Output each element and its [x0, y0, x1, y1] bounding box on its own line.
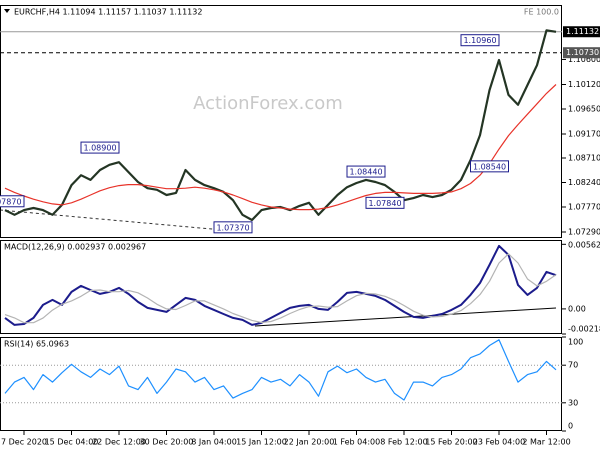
y-tick-label: 100 [568, 338, 583, 347]
x-tick-label: 7 Dec 2020 [1, 438, 47, 447]
note: FE 100.0 [524, 8, 559, 17]
x-tick-label: 15 Feb 20:00 [425, 438, 477, 447]
y-tick-label: 1.08240 [568, 178, 600, 187]
annotation-box [80, 141, 120, 154]
y-tick-label: 1.07770 [568, 202, 600, 211]
panel-frame [0, 5, 562, 238]
annotation-box [470, 160, 509, 173]
y-tick-label: 1.10600 [568, 55, 600, 64]
y-tick-label: 1.09650 [568, 104, 600, 113]
y-tick-label: 0.00 [568, 304, 586, 313]
y-tick-label: 1.08710 [568, 153, 600, 162]
panel-frame [0, 240, 562, 334]
series-line [4, 29, 557, 222]
x-tick-label: 30 Dec 20:00 [140, 438, 194, 447]
annotation-box [365, 196, 405, 209]
panel-frame [0, 337, 562, 431]
y-tick-label: 0.005625 [568, 241, 600, 250]
y-tick-label: 1.09170 [568, 130, 600, 139]
annotation-label: 1.07840 [368, 199, 401, 208]
x-tick-label: 8 Feb 12:00 [380, 438, 427, 447]
y-tick-label: -0.002185 [568, 325, 600, 334]
trend-line [0, 209, 246, 233]
series-line [4, 84, 557, 211]
x-tick-label: 1 Feb 04:00 [333, 438, 380, 447]
y-tick-label: 70 [568, 361, 578, 370]
level-label: 1.11132 [566, 27, 599, 36]
series-line [4, 339, 557, 401]
annotation-label: 1.08540 [473, 162, 506, 171]
series-line [4, 253, 557, 324]
y-tick-label: 0 [568, 422, 573, 431]
annotation-box [460, 34, 500, 47]
annotation-label: 1.08900 [83, 144, 116, 153]
x-tick-label: 2 Mar 12:00 [522, 438, 570, 447]
panel-title: EURCHF,H4 1.11094 1.11157 1.11037 1.1113… [14, 8, 202, 17]
annotation-box [213, 221, 253, 234]
y-tick-label: 30 [568, 398, 578, 407]
x-tick-label: 22 Jan 20:00 [284, 438, 335, 447]
x-tick-label: 15 Jan 12:00 [236, 438, 287, 447]
menu-icon [4, 9, 10, 13]
panel-title: MACD(12,26,9) 0.002937 0.002967 [4, 243, 146, 252]
annotation-label: 1.10960 [463, 36, 496, 45]
y-tick-label: 1.10120 [568, 80, 600, 89]
x-tick-label: 15 Dec 04:00 [45, 438, 99, 447]
y-tick-label: 1.07290 [568, 228, 600, 237]
trend-line [254, 307, 557, 327]
level-box [563, 47, 600, 59]
watermark: ActionForex.com [193, 93, 343, 114]
panel-title: RSI(14) 65.0963 [4, 340, 69, 349]
annotation-box [0, 195, 25, 208]
annotation-label: 1.08440 [349, 168, 382, 177]
series-line [4, 244, 557, 326]
level-label: 1.10730 [566, 48, 599, 57]
x-tick-label: 23 Feb 04:00 [473, 438, 525, 447]
level-box [563, 26, 600, 38]
annotation-box [346, 165, 386, 178]
x-tick-label: 22 Dec 12:00 [92, 438, 146, 447]
annotation-label: 1.07370 [216, 223, 249, 232]
x-tick-label: 8 Jan 04:00 [191, 438, 237, 447]
